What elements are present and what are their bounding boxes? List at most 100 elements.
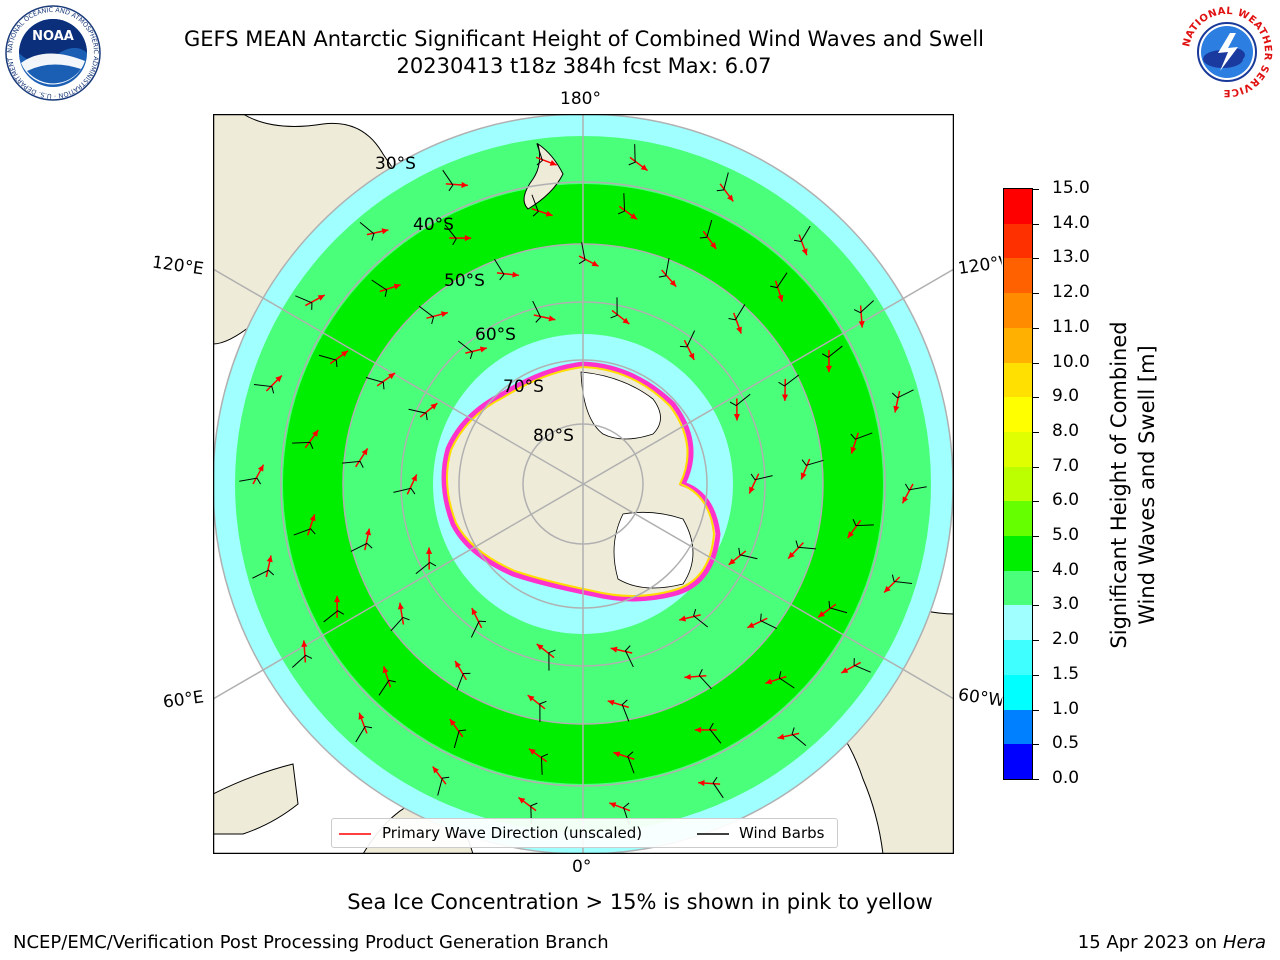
wind-barb xyxy=(698,669,712,690)
wind-barb xyxy=(712,776,724,799)
wind-barb xyxy=(617,193,626,215)
wave-direction-arrowhead xyxy=(382,666,389,674)
colorbar-tick-mark xyxy=(1033,397,1039,399)
wind-barb xyxy=(292,441,314,450)
wind-barb xyxy=(891,389,914,399)
colorbar-tick-mark xyxy=(1033,327,1039,329)
wave-direction-arrowhead xyxy=(630,213,638,220)
colorbar-segment xyxy=(1004,536,1032,571)
wind-barb xyxy=(850,432,873,440)
wind-barb xyxy=(624,645,634,668)
noaa-logo-text: NOAA xyxy=(32,29,74,44)
wave-direction-arrowhead xyxy=(461,181,468,188)
wind-barb xyxy=(350,542,373,552)
wind-barb xyxy=(578,242,586,265)
wind-barb xyxy=(293,528,316,536)
wave-direction-arrowhead xyxy=(607,699,615,706)
wind-barb xyxy=(393,487,416,495)
colorbar-segment xyxy=(1004,605,1032,641)
colorbar-tick-mark xyxy=(1033,570,1039,572)
wave-direction-arrowhead xyxy=(858,321,865,328)
wave-direction-arrowhead xyxy=(432,766,439,774)
chart-subtitle-run-info: 20230413 t18z 384h fcst Max: 6.07 xyxy=(396,54,772,78)
colorbar-tick-label: 15.0 xyxy=(1052,178,1090,198)
wind-barb xyxy=(610,297,618,319)
wave-direction-arrowhead xyxy=(266,555,273,563)
lon-label-120e: 120°E xyxy=(150,252,205,280)
colorbar-tick-label: 2.0 xyxy=(1052,629,1080,650)
colorbar-segment xyxy=(1004,362,1032,398)
wave-direction-arrowhead xyxy=(609,802,617,809)
wind-barb xyxy=(390,616,410,632)
wave-direction-arrowhead xyxy=(902,496,909,504)
colorbar-tick-mark xyxy=(1033,431,1039,433)
colorbar-segment xyxy=(1004,258,1032,294)
wind-barbs xyxy=(239,143,927,825)
wind-barb xyxy=(828,600,848,614)
wind-barb xyxy=(791,727,807,746)
wave-direction-arrowhead xyxy=(591,260,599,267)
wave-direction-arrowhead xyxy=(527,695,535,702)
wave-direction-arrowhead xyxy=(850,446,857,454)
wind-barb xyxy=(853,300,874,314)
colorbar xyxy=(1003,188,1033,780)
colorbar-tick-label: 8.0 xyxy=(1052,420,1080,441)
wave-direction-arrowhead xyxy=(818,611,825,618)
lon-label-120w: 120°W xyxy=(956,253,1004,279)
nws-logo: NATIONAL WEATHER SERVICE xyxy=(1178,3,1276,101)
wind-barb xyxy=(904,483,927,491)
colorbar-tick-mark xyxy=(1033,223,1039,225)
wave-direction-arrowhead xyxy=(275,375,282,383)
colorbar-tick-label: 7.0 xyxy=(1052,455,1080,476)
wave-direction-arrowhead xyxy=(747,622,755,628)
wind-barb xyxy=(699,219,713,239)
lat-label-50s: 50°S xyxy=(444,271,485,291)
wave-direction-arrowhead xyxy=(309,514,316,522)
wind-barb xyxy=(760,613,777,630)
wind-barb xyxy=(852,518,874,527)
wind-barb xyxy=(628,144,636,166)
wave-direction-arrowhead xyxy=(365,528,371,536)
wind-barb xyxy=(442,169,454,192)
wind-barb xyxy=(729,393,751,407)
wind-barb xyxy=(793,225,811,243)
wave-direction-arrowhead xyxy=(317,295,325,301)
wave-direction-arrowhead xyxy=(361,448,368,456)
wave-direction-arrowhead xyxy=(684,673,691,680)
wind-barb xyxy=(342,460,364,468)
legend-wave-direction-label: Primary Wave Direction (unscaled) xyxy=(382,824,643,842)
wind-barb xyxy=(709,722,722,744)
madagascar-landmass xyxy=(213,763,299,835)
wind-barb xyxy=(738,547,758,560)
wind-barb xyxy=(456,672,471,691)
colorbar-segment xyxy=(1004,744,1032,779)
lon-label-0: 0° xyxy=(572,857,592,877)
colorbar-tick-label: 12.0 xyxy=(1052,282,1090,303)
footer-producer: NCEP/EMC/Verification Post Processing Pr… xyxy=(13,932,609,953)
wave-direction-arrowhead xyxy=(825,365,832,373)
wind-barb xyxy=(548,649,556,671)
chart-title: GEFS MEAN Antarctic Significant Height o… xyxy=(183,27,985,51)
wind-barb xyxy=(444,224,457,246)
footer-machine: Hera xyxy=(1222,932,1266,953)
colorbar-tick-mark xyxy=(1033,640,1039,642)
wave-direction-arrowhead xyxy=(679,615,687,622)
lat-label-40s: 40°S xyxy=(413,215,454,235)
lat-label-30s: 30°S xyxy=(375,154,416,174)
lat-label-70s: 70°S xyxy=(503,377,544,397)
wave-direction-arrowhead xyxy=(393,283,401,290)
colorbar-segment xyxy=(1004,397,1032,432)
colorbar-tick-mark xyxy=(1033,258,1039,260)
wind-barb xyxy=(292,654,313,668)
wind-barb xyxy=(253,383,275,394)
wave-direction-arrowhead xyxy=(765,678,773,685)
wind-barb xyxy=(658,258,670,278)
wind-barb xyxy=(693,608,709,628)
wave-direction-arrowhead xyxy=(610,646,618,653)
wind-barb xyxy=(540,753,549,775)
wind-barb xyxy=(821,345,843,358)
colorbar-segment xyxy=(1004,501,1032,537)
colorbar-tick-mark xyxy=(1033,466,1039,468)
colorbar-segment xyxy=(1004,327,1032,363)
colorbar-segment xyxy=(1004,570,1032,606)
